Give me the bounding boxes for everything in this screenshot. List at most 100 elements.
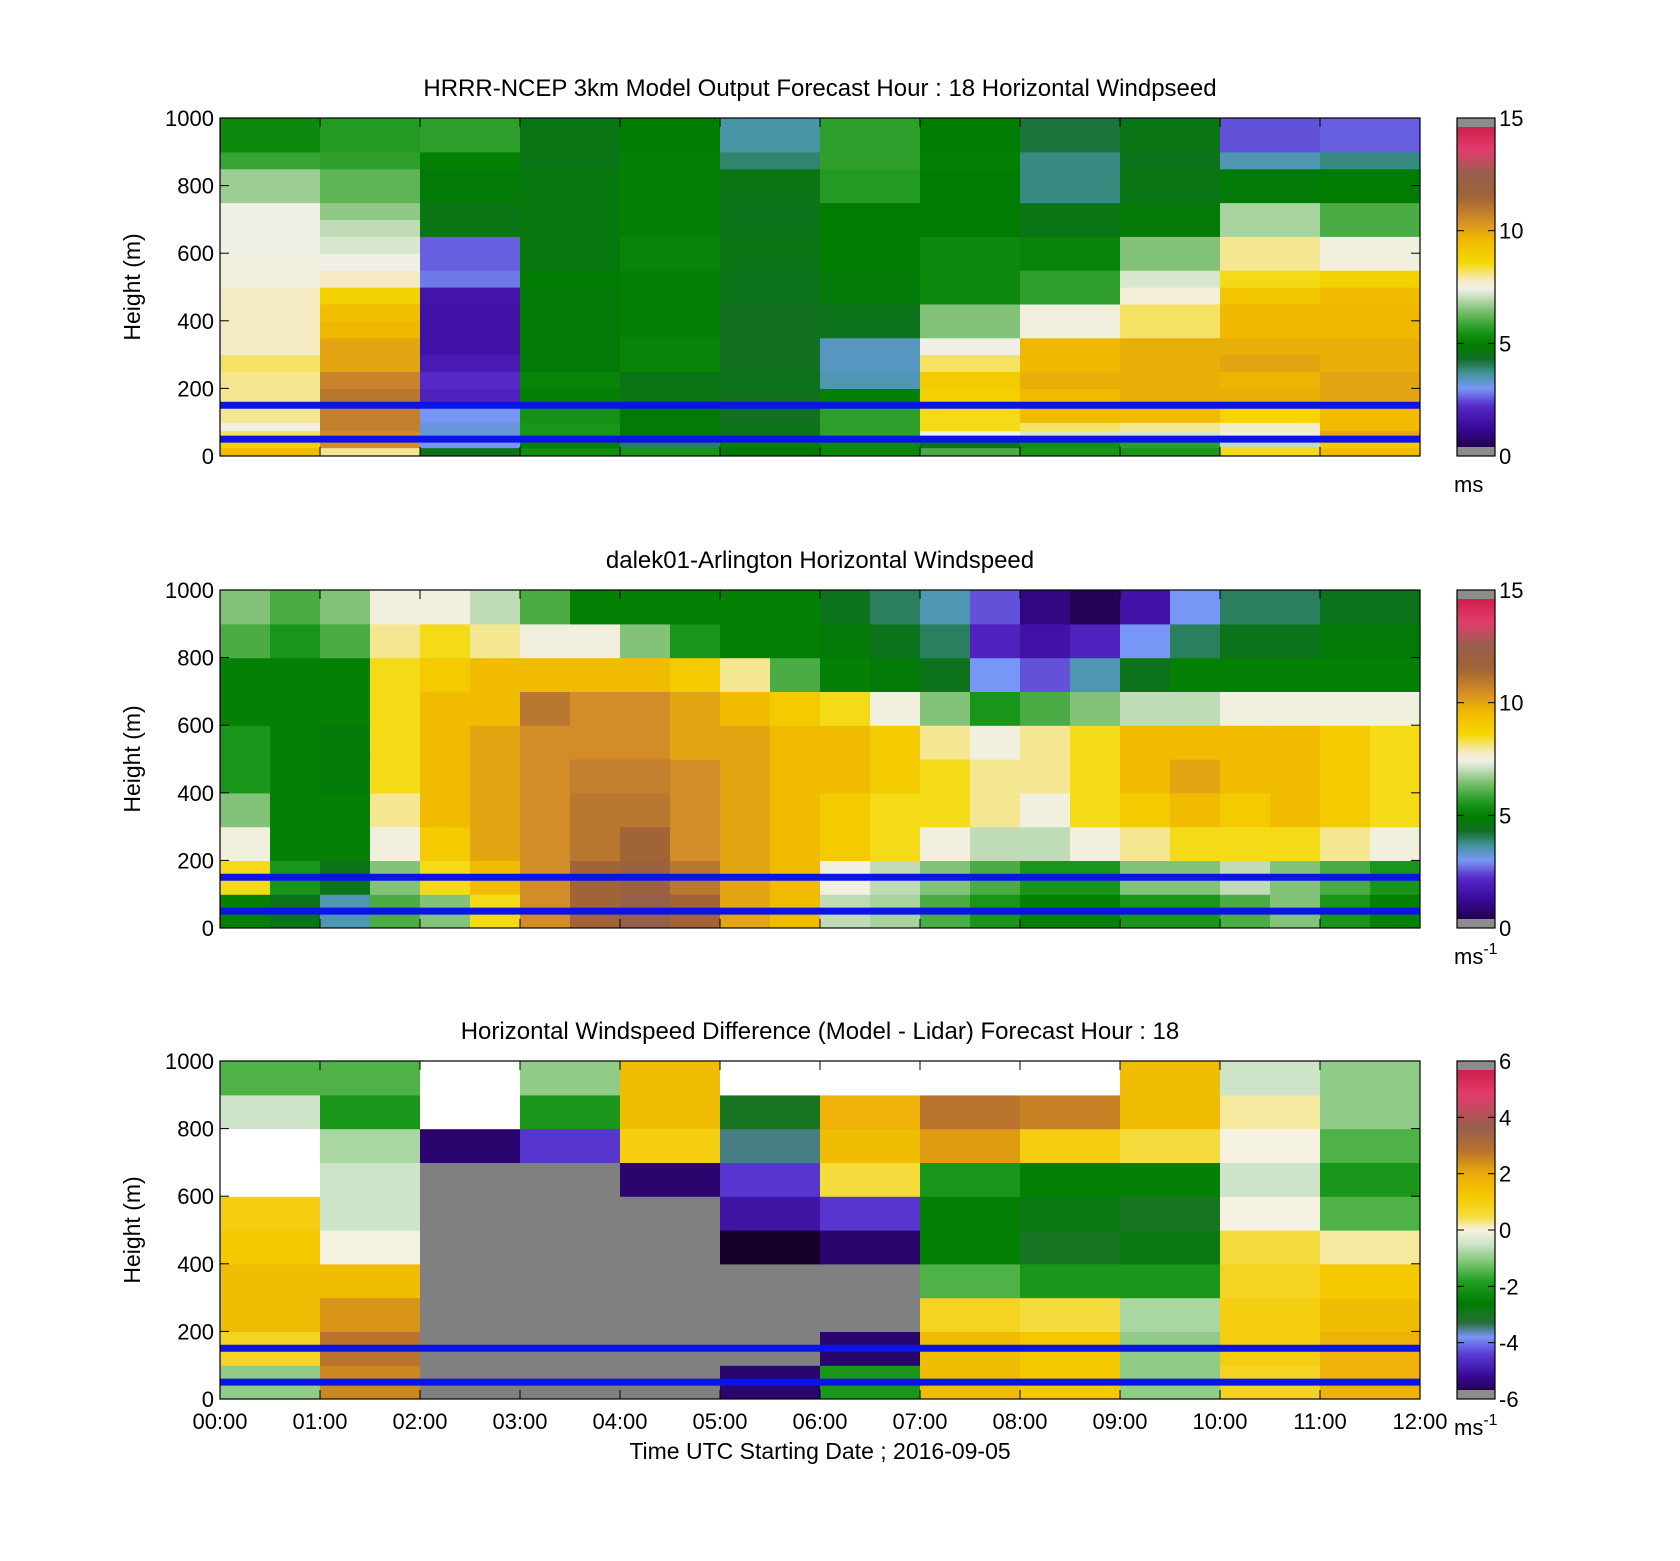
heatmap-cell xyxy=(1120,270,1221,288)
heatmap-cell xyxy=(1020,1263,1121,1299)
heatmap-cell xyxy=(220,1061,321,1096)
heatmap-cell xyxy=(670,590,721,625)
heatmap-cell xyxy=(920,219,1021,237)
colorbar: 0 5 10 15 ms xyxy=(1454,106,1523,497)
heatmap-cell xyxy=(720,422,821,432)
heatmap-cell xyxy=(220,1094,321,1130)
heatmap-cell xyxy=(420,725,471,760)
heatmap-cell xyxy=(520,1196,621,1231)
heatmap-cell xyxy=(1320,1128,1420,1163)
heatmap-cell xyxy=(620,1230,721,1265)
colorbar-tick-label: 4 xyxy=(1499,1105,1511,1130)
heatmap-cell xyxy=(1220,371,1321,389)
heatmap-cell xyxy=(720,151,821,170)
heatmap-cell xyxy=(1320,236,1420,254)
colorbar-over-cap xyxy=(1457,118,1495,127)
heatmap-cell xyxy=(320,439,421,449)
heatmap-cell xyxy=(220,270,321,288)
heatmap-cell xyxy=(220,439,321,449)
heatmap-cell xyxy=(220,623,271,659)
heatmap-cell xyxy=(820,725,871,760)
heatmap-cell xyxy=(320,759,371,794)
heatmap-cell xyxy=(920,590,971,625)
heatmap-cell xyxy=(1020,405,1121,423)
heatmap-cell xyxy=(720,354,821,373)
heatmap-cell xyxy=(1120,134,1221,153)
heatmap-cell xyxy=(620,1297,721,1332)
y-axis-label: Height (m) xyxy=(119,705,145,812)
heatmap-cell xyxy=(820,270,921,288)
heatmap-cell xyxy=(1020,270,1121,288)
heatmap-cell xyxy=(320,1162,421,1197)
heatmap-cell xyxy=(1120,447,1221,456)
colorbar-tick-label: 15 xyxy=(1499,106,1523,131)
colorbar-tick-label: 0 xyxy=(1499,444,1511,469)
heatmap-cell xyxy=(770,691,821,726)
heatmap-cell xyxy=(320,134,421,153)
heatmap-cell xyxy=(520,253,621,271)
heatmap-cell xyxy=(220,405,321,423)
heatmap-cell xyxy=(720,219,821,237)
heatmap-cell xyxy=(320,1297,421,1332)
heatmap-cell xyxy=(1120,185,1221,204)
heatmap-cell xyxy=(520,1230,621,1265)
heatmap-cell xyxy=(1020,371,1121,389)
heatmap-cell xyxy=(520,447,621,456)
y-tick-label: 0 xyxy=(202,444,214,469)
y-tick-label: 600 xyxy=(177,241,214,266)
heatmap-cell xyxy=(620,320,721,339)
heatmap-cell xyxy=(1120,202,1221,220)
heatmap-cell xyxy=(620,388,721,406)
heatmap-cell xyxy=(520,1162,621,1197)
heatmap-cell xyxy=(1220,320,1321,339)
heatmap-cell xyxy=(720,185,821,204)
heatmap-cell xyxy=(820,1263,921,1299)
heatmap-cell xyxy=(470,725,521,760)
heatmap-cell xyxy=(1020,287,1121,305)
heatmap-cell xyxy=(720,303,821,322)
heatmap-cell xyxy=(220,422,321,432)
heatmap-cell xyxy=(1320,1094,1420,1130)
x-tick-label: 00:00 xyxy=(192,1409,247,1434)
heatmap-cell xyxy=(270,657,321,692)
heatmap-cell xyxy=(620,354,721,373)
heatmap-cell xyxy=(620,623,671,659)
heatmap-cell xyxy=(970,759,1021,794)
heatmap-cell xyxy=(520,439,621,449)
heatmap-cell xyxy=(920,118,1021,136)
heatmap-cell xyxy=(520,118,621,136)
heatmap-cell xyxy=(720,725,771,760)
heatmap-cell xyxy=(420,405,521,423)
colorbar-unit-base: ms xyxy=(1454,944,1483,969)
y-tick-label: 200 xyxy=(177,1319,214,1344)
heatmap-cell xyxy=(820,439,921,449)
heatmap-cell xyxy=(720,270,821,288)
heatmap-cell xyxy=(1120,168,1221,187)
heatmap-cell xyxy=(620,185,721,204)
heatmap-cell xyxy=(1020,1162,1121,1197)
heatmap-cell xyxy=(670,792,721,828)
heatmap-cell xyxy=(870,623,921,659)
heatmap-cell xyxy=(970,725,1021,760)
heatmap-cell xyxy=(1070,590,1121,625)
heatmap-cell xyxy=(670,657,721,692)
heatmap-cell xyxy=(820,1196,921,1231)
heatmap-cell xyxy=(720,439,821,449)
heatmap-cell xyxy=(870,691,921,726)
heatmap-cell xyxy=(1120,354,1221,373)
heatmap-cell xyxy=(920,236,1021,254)
heatmap-cell xyxy=(1220,1263,1321,1299)
heatmap-cell xyxy=(920,1196,1021,1231)
heatmap-cell xyxy=(1020,725,1071,760)
heatmap-cell xyxy=(1370,792,1420,828)
heatmap-cell xyxy=(270,792,321,828)
heatmap-cell xyxy=(520,1297,621,1332)
heatmap-cell xyxy=(370,691,421,726)
heatmap-cell xyxy=(620,657,671,692)
y-tick-label: 600 xyxy=(177,713,214,738)
y-tick-label: 400 xyxy=(177,1252,214,1277)
colorbar: -6 -4 -2 0 2 4 6 ms-1 xyxy=(1454,1049,1519,1440)
heatmap-cell xyxy=(420,1061,521,1096)
heatmap-cell xyxy=(1120,337,1221,356)
x-tick-label: 09:00 xyxy=(1092,1409,1147,1434)
